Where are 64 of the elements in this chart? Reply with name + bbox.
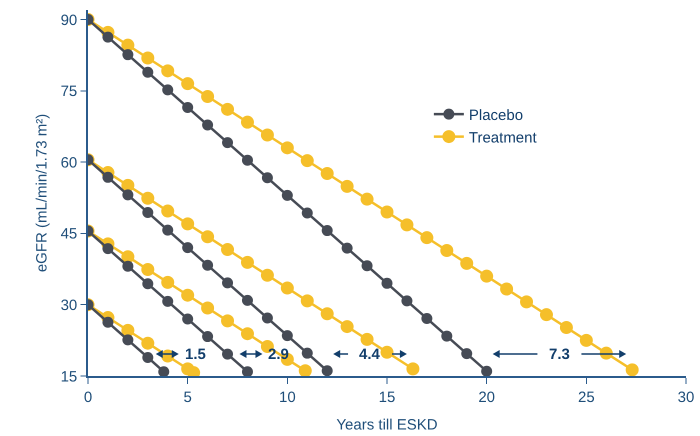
point <box>182 313 194 324</box>
x-axis-title: Years till ESKD <box>336 416 438 434</box>
point <box>441 330 452 342</box>
point <box>162 224 174 236</box>
y-tick-label: 75 <box>60 83 78 100</box>
y-tick-label: 45 <box>60 226 78 243</box>
point <box>481 366 492 376</box>
x-tick-label: 15 <box>378 388 396 406</box>
point <box>142 278 154 290</box>
point <box>262 312 273 324</box>
x-tick-label: 10 <box>278 388 296 406</box>
point <box>222 137 234 148</box>
point <box>282 190 293 201</box>
point <box>242 154 253 166</box>
point <box>282 330 293 342</box>
point <box>182 102 194 113</box>
y-tick-label: 15 <box>60 368 78 386</box>
y-tick-label: 90 <box>60 12 78 29</box>
point <box>122 189 134 200</box>
point <box>242 366 253 376</box>
point <box>461 348 472 360</box>
point <box>222 348 234 360</box>
y-tick-label: 60 <box>60 154 78 172</box>
annotation: 4.4 <box>359 346 381 363</box>
point <box>102 32 114 43</box>
x-tick-label: 20 <box>478 388 496 406</box>
point <box>122 334 134 346</box>
y-axis-title: eGFR (mL/min/1.73 m²) <box>33 114 50 272</box>
point <box>202 260 214 271</box>
point <box>102 316 114 328</box>
point <box>142 352 154 363</box>
point <box>142 66 154 78</box>
point <box>322 365 333 376</box>
x-tick-label: 30 <box>678 388 694 406</box>
point <box>382 278 392 289</box>
point <box>262 172 273 184</box>
annotation: 1.5 <box>185 346 206 363</box>
y-tick-label: 30 <box>60 296 78 314</box>
x-tick-label: 5 <box>184 388 192 406</box>
point <box>122 49 134 60</box>
point <box>122 260 134 272</box>
point <box>302 207 313 218</box>
annotation: 7.3 <box>549 346 570 363</box>
legend-label: Treatment <box>468 129 538 146</box>
point <box>342 242 353 254</box>
point <box>158 366 170 376</box>
point <box>362 260 373 272</box>
point <box>162 296 174 307</box>
point <box>421 312 432 324</box>
x-tick-label: 25 <box>578 388 595 406</box>
point <box>202 120 214 131</box>
x-tick-label: 0 <box>84 388 92 406</box>
point <box>102 243 114 254</box>
legend-label: Placebo <box>468 106 524 124</box>
point <box>242 294 253 306</box>
point <box>102 172 114 183</box>
point <box>202 331 214 342</box>
point <box>222 277 234 288</box>
point <box>302 348 313 359</box>
point <box>142 206 154 218</box>
point <box>401 295 412 306</box>
point <box>322 225 333 236</box>
point <box>182 242 194 254</box>
point <box>162 84 174 96</box>
